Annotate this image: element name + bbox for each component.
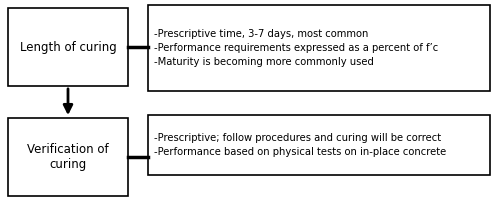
Text: Length of curing: Length of curing	[20, 41, 116, 54]
Text: -Prescriptive time, 3-7 days, most common
-Performance requirements expressed as: -Prescriptive time, 3-7 days, most commo…	[154, 29, 438, 67]
FancyBboxPatch shape	[8, 118, 128, 196]
Text: -Prescriptive; follow procedures and curing will be correct
-Performance based o: -Prescriptive; follow procedures and cur…	[154, 133, 446, 157]
Text: Verification of
curing: Verification of curing	[27, 143, 109, 171]
FancyBboxPatch shape	[148, 5, 490, 91]
FancyBboxPatch shape	[148, 115, 490, 175]
FancyBboxPatch shape	[8, 8, 128, 86]
